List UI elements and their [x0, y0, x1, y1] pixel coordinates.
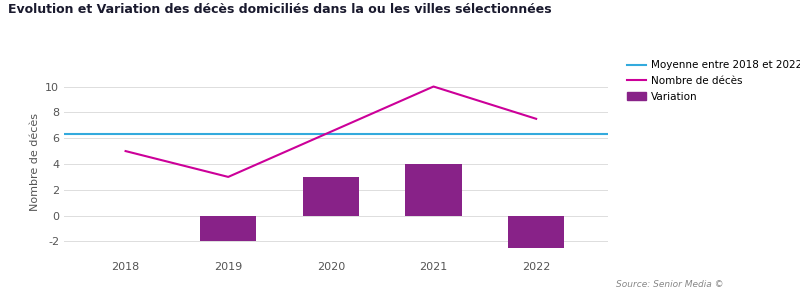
- Text: Source: Senior Media ©: Source: Senior Media ©: [616, 280, 724, 289]
- Bar: [406, 164, 462, 216]
- Bar: [302, 177, 359, 216]
- Legend: Moyenne entre 2018 et 2022, Nombre de décès, Variation: Moyenne entre 2018 et 2022, Nombre de dé…: [624, 57, 800, 105]
- Bar: [508, 216, 564, 248]
- Y-axis label: Nombre de décès: Nombre de décès: [30, 113, 39, 211]
- Bar: [200, 216, 257, 241]
- Text: Evolution et Variation des décès domiciliés dans la ou les villes sélectionnées: Evolution et Variation des décès domicil…: [8, 3, 552, 16]
